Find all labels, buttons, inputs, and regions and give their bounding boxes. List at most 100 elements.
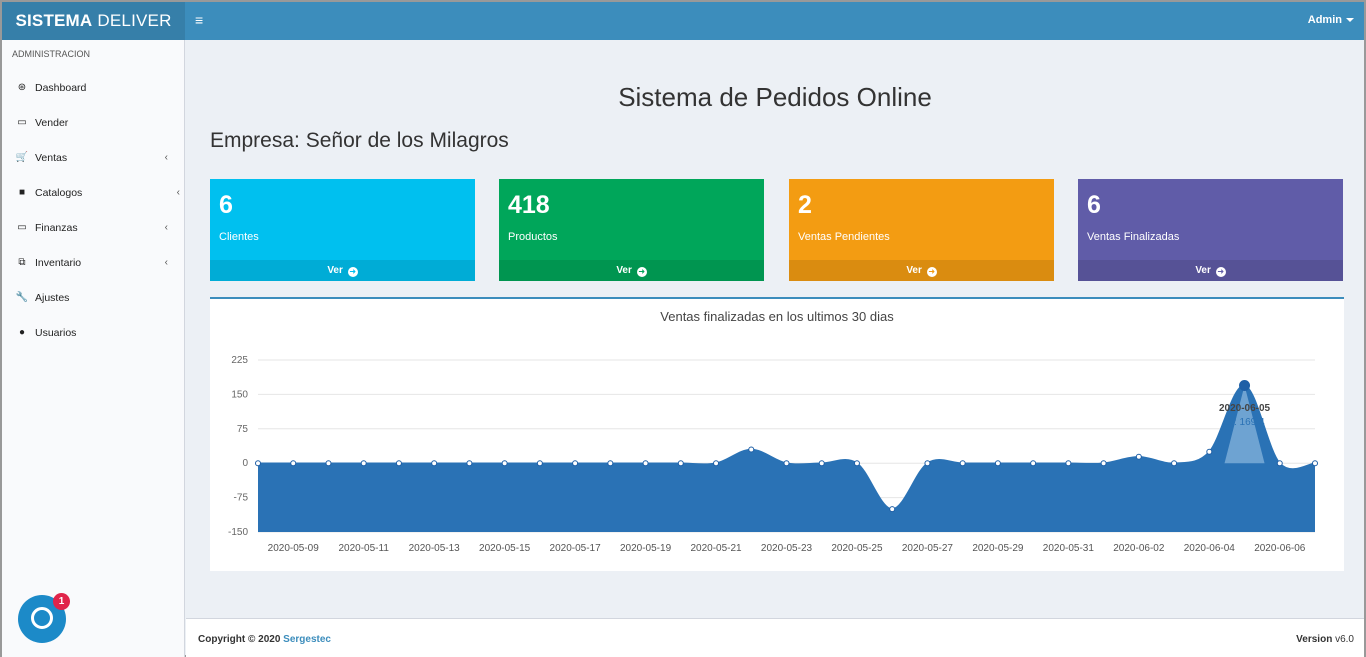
sidebar-item-ajustes[interactable]: 🔧 Ajustes — [2, 280, 184, 315]
tooltip-value: S/: 169.4 — [1225, 417, 1265, 428]
money-icon: ▭ — [17, 222, 27, 233]
tooltip-date: 2020-06-05 — [1219, 403, 1271, 414]
tooltip-highlight — [1224, 385, 1265, 464]
footer: Copyright © 2020 Sergestec Version v6.0 — [186, 618, 1364, 657]
info-box-label: Ventas Pendientes — [798, 231, 890, 243]
arrow-circle-right-icon: ➜ — [347, 267, 358, 277]
data-point — [959, 460, 966, 467]
info-box-value: 6 — [1087, 191, 1101, 219]
data-point — [1171, 460, 1178, 467]
sidebar-item-label: Vender — [35, 116, 69, 129]
chat-bubble-icon — [31, 607, 53, 629]
data-point — [853, 460, 860, 467]
info-box-clientes: 6 Clientes Ver ➜ — [210, 179, 475, 281]
brand-logo[interactable]: SISTEMA DELIVER — [2, 2, 185, 40]
data-point — [431, 460, 438, 467]
x-tick-label: 2020-05-17 — [550, 543, 602, 554]
data-point — [572, 460, 579, 467]
user-icon: ● — [18, 327, 26, 338]
sidebar-item-inventario[interactable]: ⧉ Inventario ‹ — [2, 245, 184, 280]
x-tick-label: 2020-05-19 — [620, 543, 672, 554]
data-point — [536, 460, 543, 467]
data-point — [290, 460, 297, 467]
data-point — [924, 460, 931, 467]
sales-chart-panel: Ventas finalizadas en los ultimos 30 dia… — [210, 297, 1344, 571]
notification-badge: 1 — [53, 593, 70, 610]
sidebar-item-catalogos[interactable]: ■ Catalogos ‹ — [2, 175, 184, 210]
sidebar-item-label: Usuarios — [35, 326, 77, 339]
x-tick-label: 2020-05-23 — [761, 543, 813, 554]
series-area — [258, 385, 1315, 532]
arrow-circle-right-icon: ➜ — [636, 267, 647, 277]
x-tick-label: 2020-05-31 — [1043, 543, 1095, 554]
user-name: Admin — [1307, 14, 1342, 26]
footer-copyright: Copyright © 2020 Sergestec — [198, 634, 331, 645]
company-name: Empresa: Señor de los Milagros — [210, 129, 509, 152]
info-box-label: Clientes — [219, 231, 259, 243]
folder-icon: ■ — [18, 187, 26, 198]
wrench-icon: 🔧 — [15, 292, 29, 303]
chevron-left-icon: ‹ — [164, 152, 168, 163]
sidebar-item-dashboard[interactable]: ⊛ Dashboard — [2, 70, 184, 105]
info-box-more-link[interactable]: Ver ➜ — [499, 260, 764, 281]
data-point — [255, 460, 261, 467]
x-tick-label: 2020-05-21 — [690, 543, 742, 554]
info-box-label: Productos — [508, 231, 558, 243]
sidebar-item-label: Ajustes — [35, 291, 70, 304]
sidebar-item-finanzas[interactable]: ▭ Finanzas ‹ — [2, 210, 184, 245]
sidebar-item-label: Inventario — [35, 256, 82, 269]
chat-widget-button[interactable]: 1 — [18, 593, 70, 643]
brand-bold: SISTEMA — [15, 11, 93, 30]
money-icon: ▭ — [17, 117, 27, 128]
sidebar-item-label: Ventas — [35, 151, 68, 164]
page-title: Sistema de Pedidos Online — [618, 82, 932, 112]
data-point — [395, 460, 402, 467]
info-box-more-link[interactable]: Ver ➜ — [789, 260, 1054, 281]
data-point — [1276, 460, 1283, 467]
data-point — [1206, 448, 1213, 455]
info-box-more-link[interactable]: Ver ➜ — [1078, 260, 1343, 281]
data-point — [360, 460, 367, 467]
company-link[interactable]: Sergestec — [283, 634, 331, 645]
data-point — [466, 460, 473, 467]
sidebar-item-vender[interactable]: ▭ Vender — [2, 105, 184, 140]
chart-title: Ventas finalizadas en los ultimos 30 dia… — [660, 309, 894, 324]
data-point — [818, 460, 825, 467]
sidebar-toggle-icon[interactable]: ≡ — [195, 12, 204, 28]
x-tick-label: 2020-05-25 — [831, 543, 883, 554]
data-point — [1030, 460, 1037, 467]
sales-area-chart: 225 150 75 0 -75 -150 2020-05-09 2020-05-11 2020… — [228, 355, 1318, 554]
caret-down-icon — [1346, 18, 1354, 23]
y-tick-label: -150 — [228, 527, 248, 538]
x-tick-label: 2020-06-06 — [1254, 543, 1306, 554]
user-menu[interactable]: Admin — [1308, 14, 1354, 26]
y-tick-label: 150 — [231, 389, 248, 400]
y-tick-label: 0 — [242, 458, 248, 469]
sidebar-item-label: Catalogos — [35, 186, 83, 199]
info-box-productos: 418 Productos Ver ➜ — [499, 179, 764, 281]
chevron-left-icon: ‹ — [164, 257, 168, 268]
arrow-circle-right-icon: ➜ — [1215, 267, 1226, 277]
x-tick-label: 2020-05-27 — [902, 543, 954, 554]
sidebar-item-usuarios[interactable]: ● Usuarios — [2, 315, 184, 350]
y-tick-label: 225 — [231, 355, 248, 366]
info-box-ventas-pendientes: 2 Ventas Pendientes Ver ➜ — [789, 179, 1054, 281]
x-tick-label: 2020-06-02 — [1113, 543, 1165, 554]
data-point — [1100, 460, 1107, 467]
main-content: Sistema de Pedidos Online Empresa: Señor… — [186, 40, 1364, 618]
data-point — [1065, 460, 1072, 467]
dashboard-icon: ⊛ — [17, 82, 27, 93]
info-box-more-link[interactable]: Ver ➜ — [210, 260, 475, 281]
footer-version: Version v6.0 — [1296, 634, 1354, 645]
data-point — [677, 460, 684, 467]
sidebar: ADMINISTRACION ⊛ Dashboard ▭ Vender 🛒 Ventas ‹… — [2, 40, 185, 657]
info-box-value: 2 — [798, 191, 812, 219]
x-tick-label: 2020-05-09 — [268, 543, 320, 554]
data-point — [889, 506, 896, 513]
x-tick-label: 2020-06-04 — [1184, 543, 1236, 554]
y-tick-label: 75 — [237, 424, 249, 435]
chevron-left-icon: ‹ — [164, 222, 168, 233]
sidebar-item-ventas[interactable]: 🛒 Ventas ‹ — [2, 140, 184, 175]
sidebar-section-header: ADMINISTRACION — [12, 49, 91, 59]
info-box-value: 6 — [219, 191, 233, 219]
